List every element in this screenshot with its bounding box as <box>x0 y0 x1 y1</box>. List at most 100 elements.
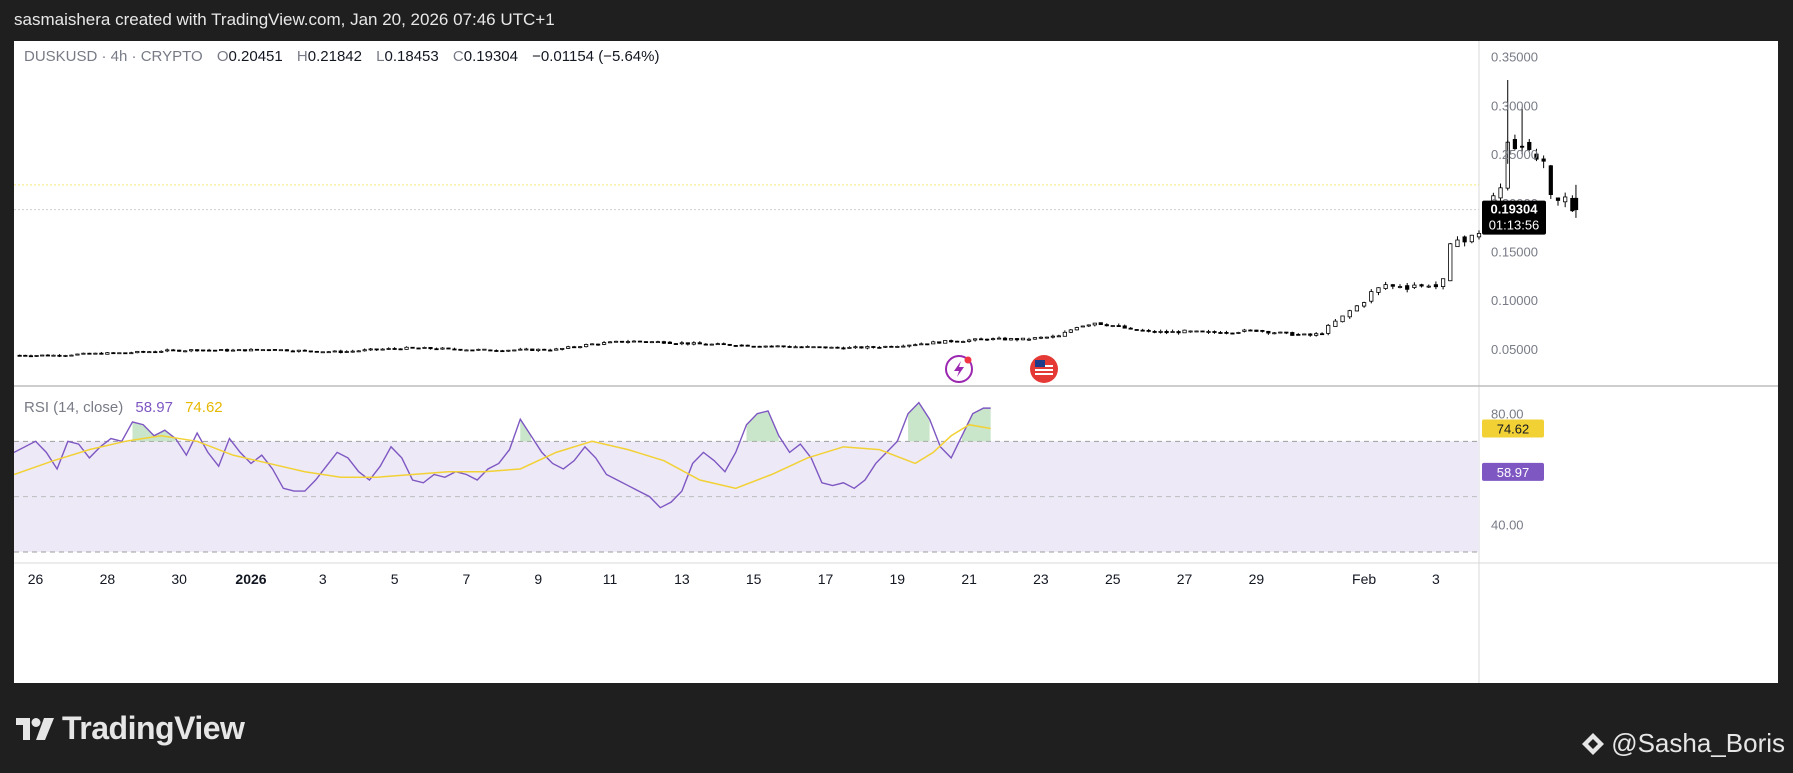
up-candle <box>584 344 589 348</box>
down-candle <box>410 346 415 349</box>
down-candle <box>877 346 882 349</box>
down-candle <box>955 340 960 343</box>
up-candle <box>775 345 780 348</box>
rsi-legend-value: 58.97 <box>135 399 173 416</box>
up-candle <box>853 346 858 349</box>
up-candle <box>607 341 613 344</box>
up-candle <box>356 350 361 353</box>
time-tick-label: 27 <box>1177 571 1193 587</box>
time-tick-label: 17 <box>818 571 834 587</box>
down-candle <box>1164 331 1169 334</box>
up-candle <box>506 349 511 352</box>
up-candle <box>117 352 122 355</box>
up-candle <box>709 343 714 346</box>
down-candle <box>673 343 678 345</box>
rsi-overbought-fill <box>520 419 532 442</box>
time-tick-label: 19 <box>890 571 906 587</box>
down-candle <box>177 349 182 352</box>
down-candle <box>1230 332 1235 335</box>
up-candle <box>1080 325 1085 328</box>
time-tick-label: 9 <box>534 571 542 587</box>
down-candle <box>1248 329 1253 332</box>
up-candle <box>1469 234 1474 243</box>
up-candle <box>440 347 445 350</box>
up-candle <box>996 337 1002 340</box>
chart-canvas[interactable]: 0.050000.100000.150000.200000.250000.300… <box>14 41 1778 683</box>
up-candle <box>1412 284 1417 288</box>
rsi-legend: RSI (14, close) 58.97 74.62 <box>24 399 223 416</box>
up-candle <box>566 346 571 349</box>
up-candle <box>613 340 619 343</box>
down-candle <box>1555 197 1561 201</box>
down-candle <box>470 349 475 352</box>
down-candle <box>733 345 738 347</box>
up-candle <box>1326 324 1331 334</box>
down-candle <box>799 346 804 349</box>
down-candle <box>141 350 146 353</box>
up-candle <box>1397 286 1403 288</box>
down-candle <box>284 349 289 352</box>
up-candle <box>967 339 972 342</box>
lightning-event-icon[interactable] <box>945 355 973 383</box>
up-candle <box>649 341 655 344</box>
up-candle <box>943 340 948 344</box>
down-candle <box>1296 333 1301 336</box>
up-candle <box>1194 330 1199 333</box>
up-candle <box>679 342 684 345</box>
up-candle <box>1062 331 1067 337</box>
up-candle <box>1008 338 1014 341</box>
up-candle <box>362 349 367 352</box>
down-candle <box>392 348 397 350</box>
time-tick-label: 26 <box>28 571 44 587</box>
up-candle <box>763 345 768 348</box>
up-candle <box>990 338 996 341</box>
author-name: @Sasha_Boris <box>1611 728 1785 758</box>
time-axis: 26 28 30 2026 3 5 7 9 11 13 15 17 19 21 23 25 27 29 Feb 3 <box>28 571 1440 587</box>
down-candle <box>57 354 62 357</box>
down-candle <box>500 350 505 353</box>
down-candle <box>1224 331 1229 334</box>
down-candle <box>859 346 864 349</box>
up-candle <box>1158 331 1163 333</box>
up-candle <box>296 349 301 352</box>
up-candle <box>69 354 74 357</box>
down-candle <box>266 349 272 352</box>
open-value: 0.20451 <box>229 48 283 65</box>
us-flag-event-icon[interactable] <box>1030 355 1058 383</box>
time-tick-label: 2026 <box>235 571 266 587</box>
up-candle <box>93 352 98 355</box>
time-tick-label: 23 <box>1033 571 1049 587</box>
down-candle <box>1419 284 1424 287</box>
close-label: C <box>453 48 464 65</box>
up-candle <box>625 341 631 343</box>
up-candle <box>631 340 637 343</box>
down-candle <box>745 344 750 347</box>
up-candle <box>883 345 888 348</box>
down-candle <box>224 349 230 352</box>
down-candle <box>1570 197 1575 212</box>
up-candle <box>536 348 541 351</box>
up-candle <box>1110 325 1115 327</box>
up-candle <box>518 348 523 351</box>
up-candle <box>1068 329 1073 333</box>
time-tick-label: 28 <box>100 571 116 587</box>
rsi-tick-label: 80.00 <box>1491 407 1524 422</box>
down-candle <box>201 349 206 352</box>
up-candle <box>464 349 469 352</box>
down-candle <box>619 340 625 343</box>
down-candle <box>1405 285 1410 290</box>
down-candle <box>542 348 547 351</box>
up-candle <box>1038 336 1044 339</box>
rsi-value-tag: 58.97 <box>1482 462 1544 481</box>
price-tick-label: 0.05000 <box>1491 342 1538 357</box>
down-candle <box>643 341 649 343</box>
up-candle <box>895 346 900 348</box>
down-candle <box>428 347 433 350</box>
up-candle <box>1376 287 1381 293</box>
up-candle <box>482 348 487 351</box>
up-candle <box>165 349 170 352</box>
chart-frame[interactable]: 0.050000.100000.150000.200000.250000.300… <box>14 41 1778 683</box>
up-candle <box>236 349 242 352</box>
up-candle <box>1206 331 1211 333</box>
down-candle <box>338 350 343 353</box>
